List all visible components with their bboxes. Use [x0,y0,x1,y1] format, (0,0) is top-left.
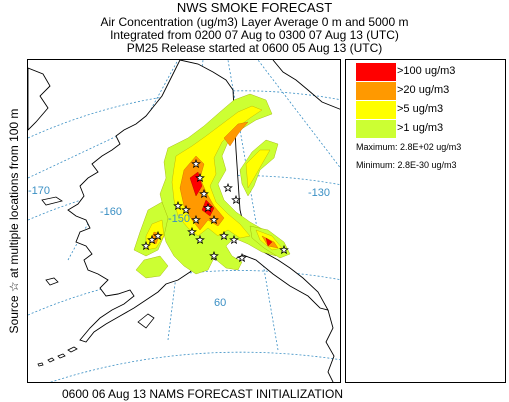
integration-period: Integrated from 0200 07 Aug to 0300 07 A… [110,28,399,42]
smoke-map: -170 -160 -150 -130 60 [27,59,341,383]
legend-label: >1 ug/m3 [397,122,444,134]
legend-swatch [356,82,396,100]
kodiak-island [137,313,155,329]
legend-swatch [356,120,396,138]
legend-label: >5 ug/m3 [397,103,444,115]
lon-label-150: -150 [168,213,190,225]
minimum-value: Minimum: 2.8E-30 ug/m3 [356,160,457,170]
source-star-icon [209,214,219,225]
source-star-icon [223,182,233,193]
source-star-icon [173,200,183,211]
plume-sw [135,255,169,279]
bc-coast [325,309,335,382]
canada-coast [272,60,340,110]
source-star-icon [229,234,239,245]
legend-swatch [356,63,396,81]
st-lawrence-island [41,196,63,206]
legend-panel: >100 ug/m3 >20 ug/m3 >5 ug/m3 >1 ug/m3 M… [345,59,506,383]
source-star-icon [279,244,289,255]
source-star-icon [195,172,205,183]
lon-label-130: -130 [308,187,330,199]
source-star-icon [219,230,229,241]
release-info: PM25 Release started at 0600 05 Aug 13 (… [126,41,383,55]
source-star-icon [209,250,219,261]
source-star-icon [191,214,201,225]
lon-label-160: -160 [100,206,122,218]
aleutian-islands [37,346,78,367]
lat-label-60: 60 [214,297,226,309]
source-location-label: Source ☆ at multiple locations from 100 … [7,108,21,334]
legend-label: >20 ug/m3 [397,84,450,96]
nunivak-island [45,277,59,286]
source-star-icon [195,234,205,245]
concentration-subtitle: Air Concentration (ug/m3) Layer Average … [100,15,409,29]
source-stars [141,158,289,263]
forecast-title: NWS SMOKE FORECAST [176,0,333,15]
source-star-icon [191,158,201,169]
source-star-icon [237,252,247,263]
maximum-value: Maximum: 2.8E+02 ug/m3 [356,142,462,152]
source-star-icon [199,188,209,199]
source-star-icon [141,240,151,251]
source-star-icon [187,226,197,237]
source-star-icon [181,204,191,215]
source-star-icon [147,234,157,245]
source-star-icon [231,194,241,205]
legend-swatch [356,101,396,119]
forecast-initialization-caption: 0600 06 Aug 13 NAMS FORECAST INITIALIZAT… [62,387,343,401]
lon-label-170: -170 [28,185,50,197]
source-star-icon [203,202,213,213]
source-star-icon [153,230,163,241]
legend-label: >100 ug/m3 [397,65,456,77]
russia-coast [28,67,51,131]
